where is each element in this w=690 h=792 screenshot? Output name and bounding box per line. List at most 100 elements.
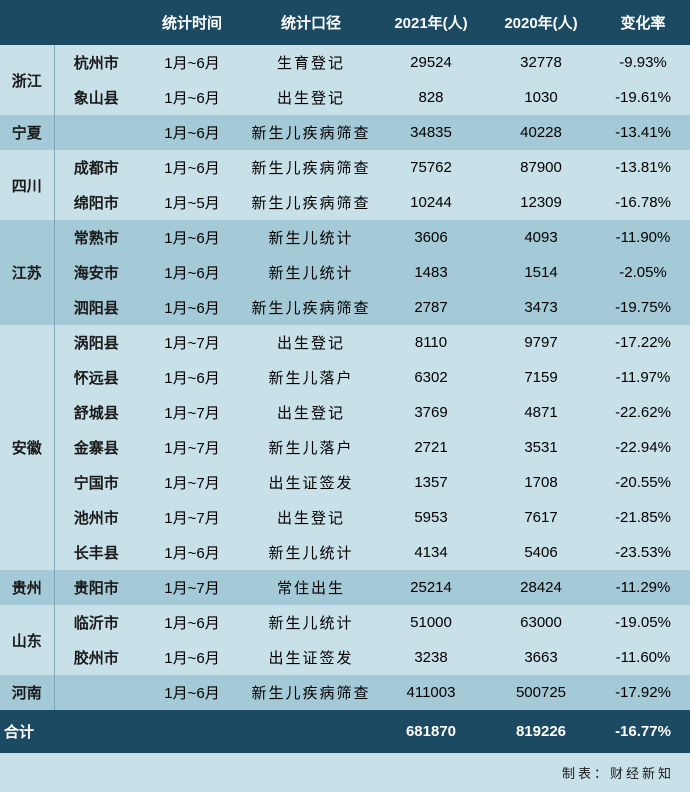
province-cell: 宁夏 [0,115,54,150]
change-cell: -2.05% [596,255,690,290]
caliber-cell: 出生登记 [246,395,376,430]
change-cell: -19.75% [596,290,690,325]
period-cell: 1月~7月 [138,325,246,360]
change-cell: -11.97% [596,360,690,395]
province-cell: 山东 [0,605,54,675]
period-cell: 1月~6月 [138,45,246,80]
total-2021: 681870 [376,710,486,753]
y2021-cell: 29524 [376,45,486,80]
table-row: 安徽涡阳县1月~7月出生登记81109797-17.22% [0,325,690,360]
header-period: 统计时间 [138,0,246,45]
y2021-cell: 4134 [376,535,486,570]
y2020-cell: 28424 [486,570,596,605]
caliber-cell: 出生证签发 [246,465,376,500]
change-cell: -22.94% [596,430,690,465]
period-cell: 1月~6月 [138,605,246,640]
caliber-cell: 出生登记 [246,500,376,535]
caliber-cell: 新生儿落户 [246,430,376,465]
table-row: 海安市1月~6月新生儿统计14831514-2.05% [0,255,690,290]
city-cell: 贵阳市 [54,570,138,605]
y2021-cell: 10244 [376,185,486,220]
caliber-cell: 生育登记 [246,45,376,80]
period-cell: 1月~7月 [138,570,246,605]
city-cell: 金寨县 [54,430,138,465]
change-cell: -16.78% [596,185,690,220]
table-row: 怀远县1月~6月新生儿落户63027159-11.97% [0,360,690,395]
y2020-cell: 9797 [486,325,596,360]
y2020-cell: 1708 [486,465,596,500]
city-cell: 临沂市 [54,605,138,640]
city-cell: 海安市 [54,255,138,290]
header-city [54,0,138,45]
y2021-cell: 3238 [376,640,486,675]
change-cell: -17.22% [596,325,690,360]
city-cell: 舒城县 [54,395,138,430]
y2020-cell: 5406 [486,535,596,570]
table-row: 池州市1月~7月出生登记59537617-21.85% [0,500,690,535]
y2020-cell: 7159 [486,360,596,395]
table-row: 山东临沂市1月~6月新生儿统计5100063000-19.05% [0,605,690,640]
table-row: 四川成都市1月~6月新生儿疾病筛查7576287900-13.81% [0,150,690,185]
city-cell: 象山县 [54,80,138,115]
y2021-cell: 828 [376,80,486,115]
city-cell: 怀远县 [54,360,138,395]
caliber-cell: 新生儿统计 [246,220,376,255]
table-row: 金寨县1月~7月新生儿落户27213531-22.94% [0,430,690,465]
table-row: 胶州市1月~6月出生证签发32383663-11.60% [0,640,690,675]
caliber-cell: 新生儿疾病筛查 [246,150,376,185]
period-cell: 1月~6月 [138,360,246,395]
period-cell: 1月~6月 [138,220,246,255]
table-row: 江苏常熟市1月~6月新生儿统计36064093-11.90% [0,220,690,255]
y2021-cell: 411003 [376,675,486,710]
period-cell: 1月~6月 [138,80,246,115]
province-cell: 四川 [0,150,54,220]
period-cell: 1月~6月 [138,255,246,290]
caliber-cell: 出生登记 [246,80,376,115]
caliber-cell: 新生儿统计 [246,535,376,570]
city-cell [54,115,138,150]
header-caliber: 统计口径 [246,0,376,45]
credit-label: 制表： [562,766,610,781]
y2021-cell: 34835 [376,115,486,150]
province-cell: 河南 [0,675,54,710]
change-cell: -20.55% [596,465,690,500]
y2021-cell: 5953 [376,500,486,535]
caliber-cell: 新生儿落户 [246,360,376,395]
caliber-cell: 常住出生 [246,570,376,605]
period-cell: 1月~7月 [138,500,246,535]
change-cell: -11.90% [596,220,690,255]
change-cell: -22.62% [596,395,690,430]
y2020-cell: 12309 [486,185,596,220]
y2021-cell: 2787 [376,290,486,325]
total-label: 合计 [0,710,138,753]
caliber-cell: 新生儿统计 [246,605,376,640]
city-cell: 池州市 [54,500,138,535]
y2021-cell: 3769 [376,395,486,430]
y2020-cell: 3531 [486,430,596,465]
table-row: 象山县1月~6月出生登记8281030-19.61% [0,80,690,115]
change-cell: -21.85% [596,500,690,535]
table-row: 宁夏1月~6月新生儿疾病筛查3483540228-13.41% [0,115,690,150]
y2020-cell: 3663 [486,640,596,675]
period-cell: 1月~6月 [138,535,246,570]
change-cell: -13.41% [596,115,690,150]
city-cell: 涡阳县 [54,325,138,360]
city-cell: 杭州市 [54,45,138,80]
change-cell: -9.93% [596,45,690,80]
y2020-cell: 40228 [486,115,596,150]
city-cell: 绵阳市 [54,185,138,220]
period-cell: 1月~7月 [138,430,246,465]
change-cell: -23.53% [596,535,690,570]
y2020-cell: 1514 [486,255,596,290]
y2021-cell: 25214 [376,570,486,605]
city-cell: 成都市 [54,150,138,185]
birth-stats-table: 统计时间 统计口径 2021年(人) 2020年(人) 变化率 浙江杭州市1月~… [0,0,690,753]
credit-source: 财经新知 [610,766,674,781]
table-row: 宁国市1月~7月出生证签发13571708-20.55% [0,465,690,500]
change-cell: -19.05% [596,605,690,640]
table-row: 贵州贵阳市1月~7月常住出生2521428424-11.29% [0,570,690,605]
y2020-cell: 3473 [486,290,596,325]
period-cell: 1月~7月 [138,465,246,500]
province-cell: 贵州 [0,570,54,605]
table-row: 长丰县1月~6月新生儿统计41345406-23.53% [0,535,690,570]
